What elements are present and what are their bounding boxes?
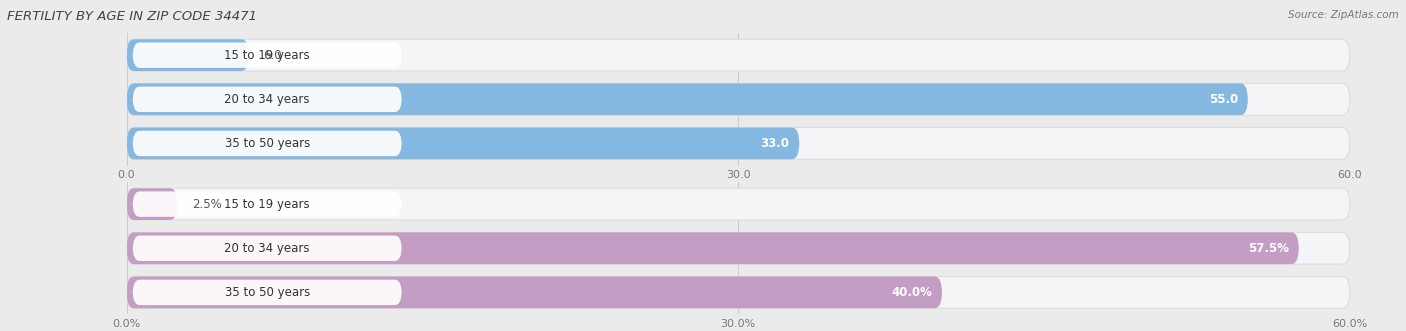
FancyBboxPatch shape <box>127 127 799 159</box>
Text: 33.0: 33.0 <box>761 137 790 150</box>
Text: 20 to 34 years: 20 to 34 years <box>225 93 309 106</box>
FancyBboxPatch shape <box>132 131 402 156</box>
FancyBboxPatch shape <box>127 39 249 71</box>
FancyBboxPatch shape <box>127 83 1249 115</box>
FancyBboxPatch shape <box>132 42 402 68</box>
FancyBboxPatch shape <box>127 232 1350 264</box>
Text: 6.0: 6.0 <box>263 49 283 62</box>
FancyBboxPatch shape <box>132 280 402 305</box>
FancyBboxPatch shape <box>127 83 1350 115</box>
Text: 20 to 34 years: 20 to 34 years <box>225 242 309 255</box>
FancyBboxPatch shape <box>132 87 402 112</box>
FancyBboxPatch shape <box>127 232 1299 264</box>
Text: 15 to 19 years: 15 to 19 years <box>225 49 309 62</box>
FancyBboxPatch shape <box>127 39 1350 71</box>
Text: 2.5%: 2.5% <box>193 198 222 211</box>
FancyBboxPatch shape <box>132 191 402 217</box>
Text: 35 to 50 years: 35 to 50 years <box>225 286 309 299</box>
FancyBboxPatch shape <box>127 188 177 220</box>
Text: FERTILITY BY AGE IN ZIP CODE 34471: FERTILITY BY AGE IN ZIP CODE 34471 <box>7 10 257 23</box>
FancyBboxPatch shape <box>132 236 402 261</box>
Text: 15 to 19 years: 15 to 19 years <box>225 198 309 211</box>
FancyBboxPatch shape <box>127 276 942 308</box>
FancyBboxPatch shape <box>127 127 1350 159</box>
Text: Source: ZipAtlas.com: Source: ZipAtlas.com <box>1288 10 1399 20</box>
FancyBboxPatch shape <box>127 276 1350 308</box>
Text: 35 to 50 years: 35 to 50 years <box>225 137 309 150</box>
Text: 40.0%: 40.0% <box>891 286 932 299</box>
Text: 55.0: 55.0 <box>1209 93 1239 106</box>
Text: 57.5%: 57.5% <box>1249 242 1289 255</box>
FancyBboxPatch shape <box>127 188 1350 220</box>
